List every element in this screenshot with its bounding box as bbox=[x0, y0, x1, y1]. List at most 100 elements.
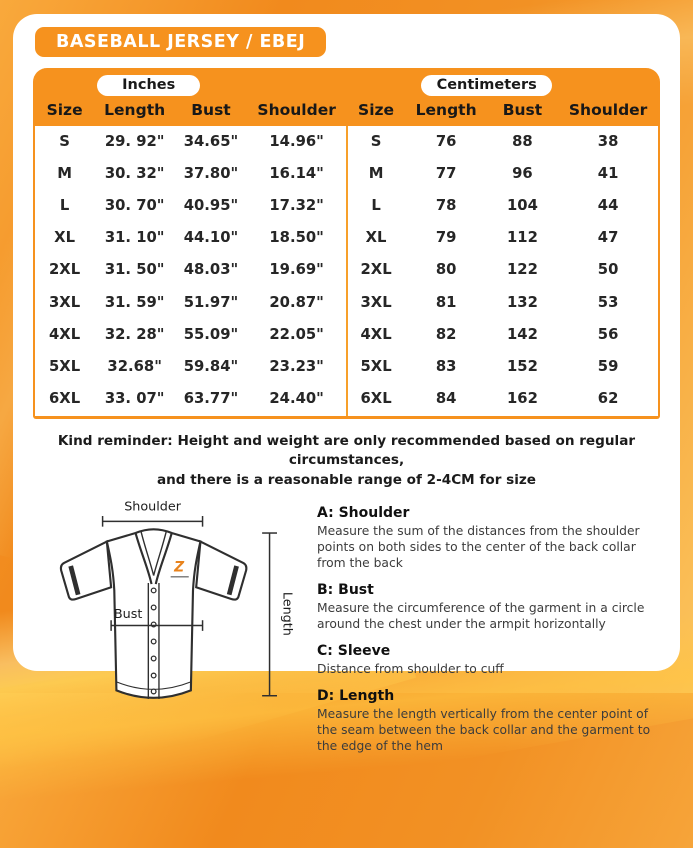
value-cell: 83 bbox=[435, 358, 457, 375]
column-header: Bust bbox=[502, 101, 543, 119]
size-cell: XL bbox=[365, 229, 387, 247]
value-cell: 81 bbox=[435, 293, 457, 311]
size-cell: 2XL bbox=[360, 261, 392, 279]
value-cell: 31. 50" bbox=[104, 261, 165, 279]
unit-label-inches: Inches bbox=[97, 75, 201, 96]
value-cell: 41 bbox=[597, 164, 619, 182]
table-body: S 29. 92" 34.65" 14.96" S 76 88 38 M 30. 32" 37.80… bbox=[35, 126, 658, 416]
value-cell: 40.95" bbox=[183, 197, 239, 215]
value-cell: 38 bbox=[597, 132, 619, 150]
brand-logo-icon: Z bbox=[173, 559, 185, 575]
table-row: 5XL 32.68" 59.84" 23.23" 5XL 83 152 59 bbox=[35, 351, 658, 383]
column-header: Shoulder bbox=[568, 101, 648, 119]
value-cell: 51.97" bbox=[183, 293, 239, 311]
table-header-band: Inches Centimeters Size Length Bust Shoulde… bbox=[35, 68, 658, 126]
value-cell: 162 bbox=[507, 390, 538, 408]
reminder-line-2: and there is a reasonable range of 2-4CM… bbox=[156, 472, 537, 489]
sleeve-cuff-stripes bbox=[68, 565, 239, 596]
table-row: 3XL 31. 59" 51.97" 20.87" 3XL 81 132 53 bbox=[35, 287, 658, 319]
guide-description: Measure the circumference of the garment… bbox=[317, 600, 645, 631]
guide-heading: B: Bust bbox=[317, 581, 374, 598]
value-cell: 82 bbox=[435, 325, 457, 343]
value-cell: 96 bbox=[512, 164, 533, 182]
table-center-divider bbox=[345, 126, 348, 416]
value-cell: 80 bbox=[435, 261, 457, 279]
size-cell: 4XL bbox=[49, 325, 81, 343]
guide-description: Distance from shoulder to cuff bbox=[317, 661, 504, 676]
column-header: Size bbox=[46, 101, 83, 119]
table-row: S 29. 92" 34.65" 14.96" S 76 88 38 bbox=[35, 126, 658, 158]
value-cell: 56 bbox=[597, 325, 619, 343]
jersey-measurement-diagram: Shoulder bbox=[33, 499, 311, 765]
value-cell: 79 bbox=[435, 229, 457, 247]
value-cell: 17.32" bbox=[269, 197, 324, 215]
value-cell: 88 bbox=[512, 132, 533, 150]
value-cell: 18.50" bbox=[269, 229, 324, 247]
guide-heading: C: Sleeve bbox=[317, 642, 391, 659]
value-cell: 122 bbox=[507, 261, 538, 279]
table-row: XL 31. 10" 44.10" 18.50" XL 79 112 47 bbox=[35, 223, 658, 255]
size-table: Inches Centimeters Size Length Bust Shoulde… bbox=[33, 68, 660, 419]
size-cell: L bbox=[371, 197, 381, 215]
shoulder-dimension-line bbox=[101, 515, 204, 527]
value-cell: 37.80" bbox=[183, 164, 239, 182]
size-cell: M bbox=[57, 164, 72, 182]
size-cell: 3XL bbox=[360, 293, 392, 311]
value-cell: 50 bbox=[597, 261, 619, 279]
kind-reminder: Kind reminder: Height and weight are onl… bbox=[33, 432, 660, 491]
value-cell: 33. 07" bbox=[104, 390, 165, 408]
value-cell: 22.05" bbox=[269, 325, 324, 343]
value-cell: 32. 28" bbox=[104, 325, 165, 343]
guide-heading: D: Length bbox=[317, 687, 395, 704]
column-header: Shoulder bbox=[257, 101, 336, 119]
value-cell: 77 bbox=[435, 164, 457, 182]
size-cell: 5XL bbox=[49, 358, 81, 375]
guide-item: C: Sleeve Distance from shoulder to cuff bbox=[317, 643, 656, 678]
value-cell: 63.77" bbox=[183, 390, 239, 408]
value-cell: 19.69" bbox=[269, 261, 324, 279]
value-cell: 16.14" bbox=[269, 164, 324, 182]
value-cell: 34.65" bbox=[183, 132, 239, 150]
shoulder-dimension-label: Shoulder bbox=[124, 499, 182, 514]
reminder-line-1: Kind reminder: Height and weight are onl… bbox=[57, 432, 636, 469]
value-cell: 32.68" bbox=[107, 358, 162, 375]
value-cell: 59 bbox=[597, 358, 619, 375]
column-header: Length bbox=[415, 101, 477, 119]
value-cell: 59.84" bbox=[183, 358, 239, 375]
value-cell: 84 bbox=[435, 390, 457, 408]
value-cell: 29. 92" bbox=[104, 132, 165, 150]
value-cell: 78 bbox=[435, 197, 457, 215]
value-cell: 152 bbox=[507, 358, 538, 375]
value-cell: 44.10" bbox=[183, 229, 239, 247]
bust-dimension-label: Bust bbox=[114, 607, 142, 622]
value-cell: 30. 70" bbox=[104, 197, 165, 215]
size-cell: M bbox=[368, 164, 384, 182]
size-cell: 4XL bbox=[360, 325, 392, 343]
value-cell: 48.03" bbox=[183, 261, 239, 279]
size-cell: L bbox=[59, 197, 70, 215]
value-cell: 24.40" bbox=[269, 390, 324, 408]
value-cell: 47 bbox=[597, 229, 619, 247]
table-row: 2XL 31. 50" 48.03" 19.69" 2XL 80 122 50 bbox=[35, 255, 658, 287]
value-cell: 31. 10" bbox=[104, 229, 165, 247]
unit-label-centimeters: Centimeters bbox=[421, 75, 553, 96]
jersey-diagram-svg: Shoulder bbox=[59, 499, 294, 699]
value-cell: 55.09" bbox=[183, 325, 239, 343]
brand-logo-text-line bbox=[170, 575, 189, 578]
size-cell: XL bbox=[54, 229, 75, 247]
measurement-guide: A: Shoulder Measure the sum of the distan… bbox=[311, 499, 660, 765]
guide-description: Measure the sum of the distances from th… bbox=[317, 523, 640, 570]
table-row: L 30. 70" 40.95" 17.32" L 78 104 44 bbox=[35, 190, 658, 222]
page-title: BASEBALL JERSEY / EBEJ bbox=[35, 27, 327, 57]
size-cell: 6XL bbox=[49, 390, 81, 408]
guide-heading: A: Shoulder bbox=[317, 504, 410, 521]
length-dimension-line bbox=[262, 532, 277, 697]
guide-item: A: Shoulder Measure the sum of the distan… bbox=[317, 505, 656, 572]
size-cell: S bbox=[59, 132, 70, 150]
value-cell: 30. 32" bbox=[104, 164, 165, 182]
value-cell: 104 bbox=[507, 197, 538, 215]
table-row: M 30. 32" 37.80" 16.14" M 77 96 41 bbox=[35, 158, 658, 190]
length-dimension-label: Length bbox=[279, 592, 294, 636]
value-cell: 31. 59" bbox=[104, 293, 165, 311]
table-row: 6XL 33. 07" 63.77" 24.40" 6XL 84 162 62 bbox=[35, 384, 658, 416]
